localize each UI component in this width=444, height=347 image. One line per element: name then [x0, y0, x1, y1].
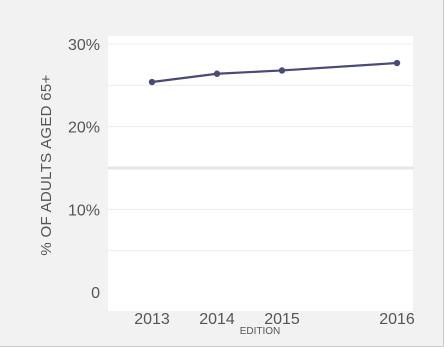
y-tick-label: 0 — [91, 285, 100, 302]
gridline — [108, 166, 413, 170]
x-tick-label: 2015 — [264, 311, 300, 328]
y-tick-label: 10% — [68, 202, 100, 219]
y-tick-label: 20% — [68, 120, 100, 137]
y-tick-label: 30% — [68, 37, 100, 54]
x-tick-label: 2014 — [199, 311, 235, 328]
x-tick-label: 2016 — [379, 311, 415, 328]
y-axis-label: % OF ADULTS AGED 65+ — [38, 74, 55, 255]
data-point — [393, 59, 401, 67]
series-line — [151, 61, 398, 84]
data-point — [278, 67, 286, 74]
data-point — [213, 70, 221, 77]
plot-area — [108, 36, 413, 311]
x-axis-label: EDITION — [240, 326, 281, 337]
data-point — [148, 78, 156, 86]
x-tick-label: 2013 — [134, 311, 170, 328]
